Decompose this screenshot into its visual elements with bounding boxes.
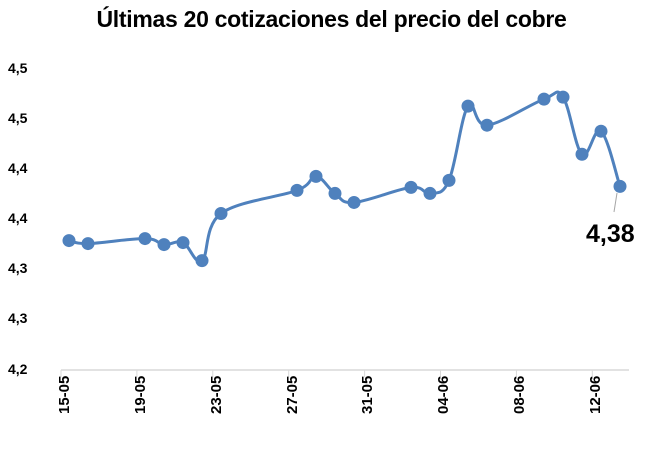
y-tick-label: 4,3: [8, 310, 28, 326]
data-point-marker: [423, 186, 437, 200]
y-tick-label: 4,5: [8, 110, 28, 126]
y-tick-label: 4,5: [8, 60, 28, 76]
data-point-marker: [404, 180, 418, 194]
x-tick-label: 12-06: [587, 375, 604, 414]
data-point-marker: [62, 234, 76, 248]
x-tick-label: 08-06: [511, 375, 528, 414]
data-point-marker: [480, 118, 494, 132]
x-tick-label: 15-05: [56, 375, 73, 414]
x-tick-label: 23-05: [208, 375, 225, 414]
data-point-marker: [556, 90, 570, 104]
data-point-marker: [537, 92, 551, 106]
data-point-marker: [81, 237, 95, 251]
data-point-marker: [214, 206, 228, 220]
data-point-marker: [157, 238, 171, 252]
series-line: [67, 90, 622, 263]
data-label-leader-line: [613, 192, 618, 213]
data-point-marker: [290, 183, 304, 197]
x-tick-label: 19-05: [132, 375, 149, 414]
data-point-marker: [575, 147, 589, 161]
x-tick-label: 31-05: [359, 375, 376, 414]
y-tick-label: 4,4: [8, 160, 28, 176]
chart-title: Últimas 20 cotizaciones del precio del c…: [96, 6, 567, 32]
series-markers: [62, 90, 627, 268]
data-point-marker: [309, 169, 323, 183]
data-point-marker: [461, 99, 475, 113]
data-point-marker: [347, 195, 361, 209]
data-point-marker: [176, 236, 190, 250]
data-point-marker: [328, 186, 342, 200]
data-point-marker: [442, 173, 456, 187]
data-point-marker: [138, 232, 152, 246]
data-point-marker: [594, 124, 608, 138]
y-tick-label: 4,2: [8, 361, 28, 377]
y-tick-label: 4,3: [8, 260, 28, 276]
last-value-data-label: 4,38: [586, 220, 635, 248]
x-tick-label: 04-06: [435, 375, 452, 414]
x-axis-ticks: [60, 370, 593, 377]
data-point-marker: [613, 179, 627, 193]
data-point-marker: [195, 254, 209, 268]
x-tick-label: 27-05: [284, 375, 301, 414]
y-tick-label: 4,4: [8, 210, 28, 226]
